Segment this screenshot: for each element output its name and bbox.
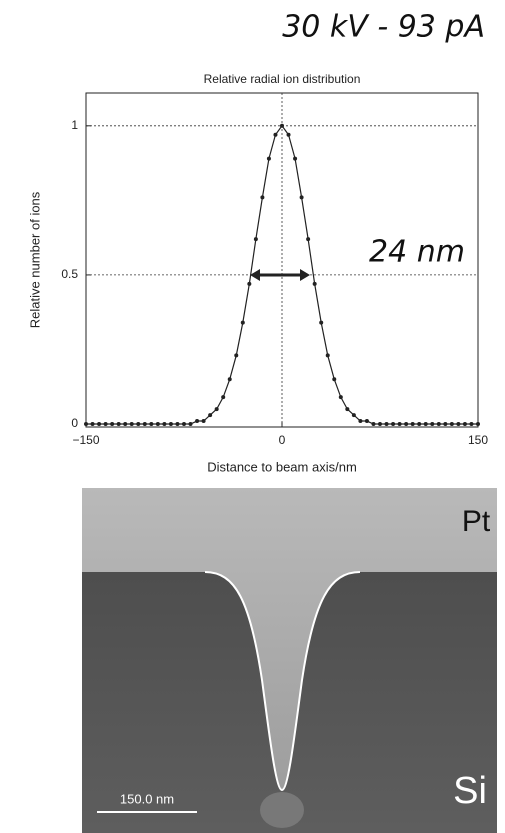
data-point xyxy=(168,422,173,427)
data-point xyxy=(103,422,108,427)
data-point xyxy=(404,422,409,427)
data-point xyxy=(332,377,337,382)
fwhm-label: 24 nm xyxy=(369,235,465,270)
data-point xyxy=(319,320,324,325)
data-point xyxy=(97,422,102,427)
sem-image xyxy=(82,488,497,833)
fwhm-arrow xyxy=(250,269,310,281)
data-point xyxy=(266,156,271,161)
x-tick-label: 0 xyxy=(279,433,286,447)
data-point xyxy=(234,353,239,358)
data-point xyxy=(214,407,219,412)
data-point xyxy=(358,419,363,424)
data-point xyxy=(299,195,304,200)
data-point xyxy=(188,422,193,427)
x-axis-label: Distance to beam axis/nm xyxy=(207,459,357,474)
data-point xyxy=(208,413,213,418)
data-point xyxy=(462,422,467,427)
data-point xyxy=(273,132,278,137)
chart-title: Relative radial ion distribution xyxy=(204,72,361,86)
data-point xyxy=(162,422,167,427)
data-point xyxy=(391,422,396,427)
data-point xyxy=(351,413,356,418)
data-point xyxy=(123,422,128,427)
data-point xyxy=(90,422,95,427)
data-point xyxy=(175,422,180,427)
data-point xyxy=(116,422,121,427)
data-point xyxy=(378,422,382,427)
data-point xyxy=(182,422,186,427)
si-label: Si xyxy=(453,770,487,812)
data-point xyxy=(456,422,461,427)
data-point xyxy=(417,422,422,427)
data-point xyxy=(136,422,141,427)
data-point xyxy=(443,422,448,427)
data-point xyxy=(201,419,206,424)
x-tick-label: 150 xyxy=(468,433,488,447)
data-point xyxy=(338,395,343,400)
data-point xyxy=(312,281,317,286)
data-point xyxy=(423,422,428,427)
data-point xyxy=(149,422,154,427)
y-tick-label: 1 xyxy=(71,118,78,132)
y-tick-label: 0.5 xyxy=(61,267,78,281)
data-point xyxy=(384,422,389,427)
data-point xyxy=(306,237,311,242)
data-point xyxy=(371,422,376,427)
data-point xyxy=(436,422,441,427)
data-point xyxy=(129,422,134,427)
data-point xyxy=(345,407,350,412)
data-point xyxy=(364,419,369,424)
scale-bar-label: 150.0 nm xyxy=(120,791,174,806)
data-point xyxy=(253,237,258,242)
data-point xyxy=(227,377,232,382)
data-point xyxy=(293,156,298,161)
pt-label: Pt xyxy=(462,505,491,538)
plot-area: 0 0.5 1 −150 0 150 xyxy=(61,93,488,447)
data-point xyxy=(410,422,415,427)
data-point xyxy=(110,422,115,427)
data-point xyxy=(280,123,284,128)
data-point xyxy=(195,419,200,424)
condition-label: 30 kV - 93 pA xyxy=(282,10,485,45)
data-point xyxy=(142,422,147,427)
data-point xyxy=(469,422,474,427)
x-tick-label: −150 xyxy=(72,433,99,447)
data-point xyxy=(325,353,330,358)
data-point xyxy=(397,422,402,427)
data-point xyxy=(155,422,160,427)
y-tick-label: 0 xyxy=(71,416,78,430)
data-point xyxy=(240,320,245,325)
plot-frame xyxy=(85,92,479,428)
data-point xyxy=(247,281,252,286)
data-point xyxy=(221,395,226,400)
y-axis-label: Relative number of ions xyxy=(27,191,42,328)
data-point xyxy=(286,132,291,137)
data-point xyxy=(449,422,454,427)
data-point xyxy=(430,422,435,427)
data-point xyxy=(260,195,265,200)
